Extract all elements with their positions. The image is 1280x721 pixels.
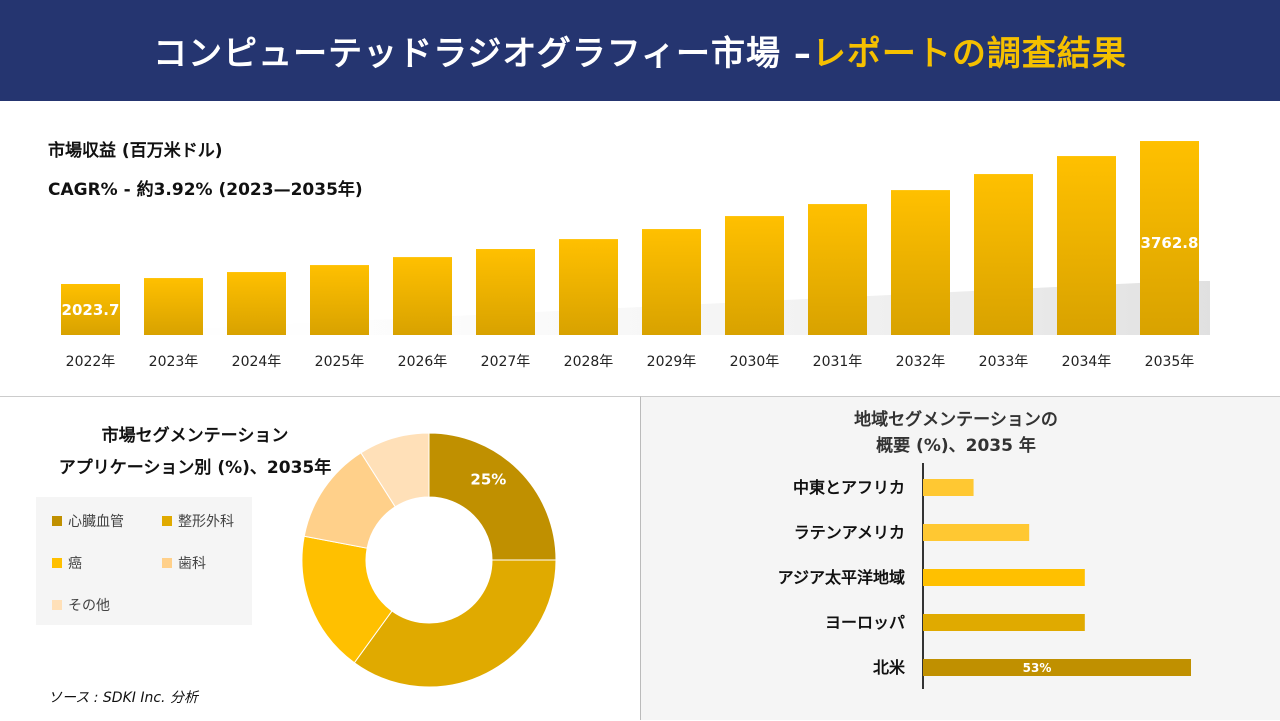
revenue-bar bbox=[1140, 141, 1199, 335]
app-title-1: 市場セグメンテーション bbox=[101, 426, 289, 446]
donut-legend: 心臓血管 整形外科癌 歯科その他 bbox=[36, 497, 252, 625]
legend-label: 整形外科 bbox=[178, 514, 234, 530]
year-label: 2025年 bbox=[315, 354, 365, 370]
revenue-bar bbox=[227, 272, 286, 335]
region-title-1: 地域セグメンテーションの bbox=[854, 410, 1058, 430]
legend-label: 歯科 bbox=[178, 556, 206, 572]
region-label: 北米 bbox=[873, 658, 906, 677]
revenue-bar bbox=[61, 284, 120, 335]
year-label: 2027年 bbox=[481, 354, 531, 370]
legend-item: 心臓血管 bbox=[52, 511, 124, 531]
year-label: 2026年 bbox=[398, 354, 448, 370]
header-banner: コンピューテッドラジオグラフィー市場 – レポートの調査結果 bbox=[0, 0, 1280, 101]
source-note: ソース : SDKI Inc. 分析 bbox=[48, 690, 198, 706]
donut-slice bbox=[353, 559, 557, 688]
revenue-bar bbox=[559, 239, 618, 335]
revenue-bar-chart: 2022年 2023.7 2023年 2024年 2025年 2026年 2027年 2028… bbox=[60, 141, 1210, 370]
revenue-bar bbox=[891, 190, 950, 335]
region-bar bbox=[923, 524, 1030, 541]
legend-label: 癌 bbox=[68, 556, 82, 572]
application-donut-chart: 25% bbox=[301, 432, 557, 688]
legend-label: その他 bbox=[68, 598, 110, 614]
bar-value-label: 53% bbox=[1023, 661, 1052, 675]
title-main: コンピューテッドラジオグラフィー市場 – bbox=[153, 34, 812, 74]
cagr-label: CAGR% - 約3.92% (2023—2035年) bbox=[48, 180, 363, 200]
legend-swatch bbox=[52, 558, 62, 568]
legend-swatch bbox=[162, 516, 172, 526]
revenue-bar bbox=[1057, 156, 1116, 335]
region-segment-panel: 地域セグメンテーションの 概要 (%)、2035 年 中東とアフリカ ラテンアメリ… bbox=[640, 396, 1280, 720]
year-label: 2028年 bbox=[564, 354, 614, 370]
legend-item: 癌 bbox=[52, 553, 82, 573]
year-label: 2035年 bbox=[1145, 354, 1195, 370]
bar-value-label: 3762.8 bbox=[1141, 234, 1199, 252]
year-label: 2023年 bbox=[149, 354, 199, 370]
region-label: ラテンアメリカ bbox=[794, 523, 905, 542]
revenue-bar bbox=[393, 257, 452, 335]
legend-swatch bbox=[162, 558, 172, 568]
year-label: 2024年 bbox=[232, 354, 282, 370]
region-bar bbox=[923, 569, 1085, 586]
revenue-title: 市場収益 (百万米ドル) bbox=[48, 141, 223, 161]
region-label: ヨーロッパ bbox=[825, 613, 905, 632]
region-label: 中東とアフリカ bbox=[793, 478, 905, 497]
legend-item: その他 bbox=[52, 595, 110, 615]
revenue-bar bbox=[642, 229, 701, 335]
year-label: 2033年 bbox=[979, 354, 1029, 370]
legend-label: 心臓血管 bbox=[68, 514, 124, 530]
revenue-section: 市場収益 (百万米ドル) CAGR% - 約3.92% (2023—2035年)… bbox=[0, 101, 1280, 396]
year-label: 2034年 bbox=[1062, 354, 1112, 370]
revenue-bar bbox=[310, 265, 369, 335]
application-segment-panel: 市場セグメンテーション アプリケーション別 (%)、2035年 心臓血管 整形外科… bbox=[0, 396, 640, 720]
year-label: 2031年 bbox=[813, 354, 863, 370]
region-label: アジア太平洋地域 bbox=[778, 568, 905, 587]
revenue-bar bbox=[974, 174, 1033, 335]
donut-slice bbox=[360, 432, 430, 508]
donut-slice bbox=[301, 535, 393, 664]
title-highlight: レポートの調査結果 bbox=[811, 34, 1127, 74]
year-label: 2022年 bbox=[66, 354, 116, 370]
region-title-2: 概要 (%)、2035 年 bbox=[876, 436, 1036, 456]
region-bar bbox=[923, 479, 974, 496]
revenue-bar bbox=[808, 204, 867, 335]
legend-item: 歯科 bbox=[162, 553, 206, 573]
year-label: 2030年 bbox=[730, 354, 780, 370]
donut-slice bbox=[428, 432, 557, 561]
region-bar bbox=[923, 614, 1085, 631]
revenue-bar bbox=[725, 216, 784, 335]
region-bar bbox=[923, 659, 1191, 676]
app-title-2: アプリケーション別 (%)、2035年 bbox=[58, 458, 332, 478]
revenue-bar bbox=[144, 278, 203, 335]
bar-value-label: 2023.7 bbox=[62, 301, 120, 319]
year-label: 2032年 bbox=[896, 354, 946, 370]
legend-swatch bbox=[52, 516, 62, 526]
slice-label: 25% bbox=[470, 471, 506, 489]
legend-item: 整形外科 bbox=[162, 511, 234, 531]
legend-swatch bbox=[52, 600, 62, 610]
revenue-bar bbox=[476, 249, 535, 335]
year-label: 2029年 bbox=[647, 354, 697, 370]
